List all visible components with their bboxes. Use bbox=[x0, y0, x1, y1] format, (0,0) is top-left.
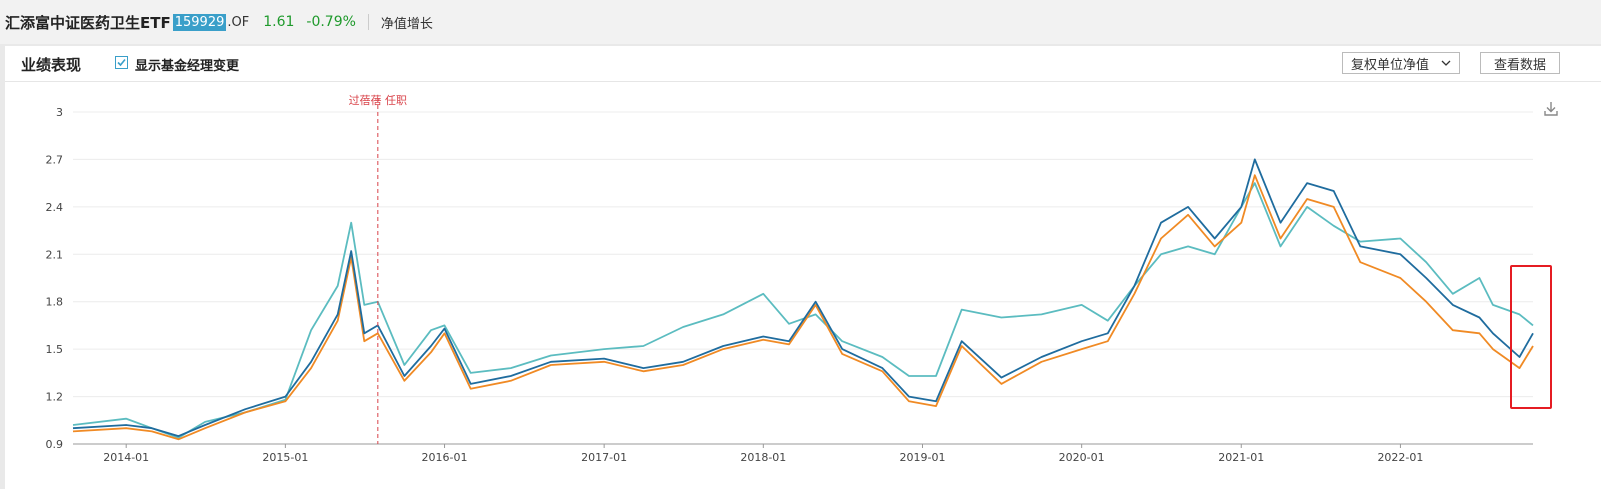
view-data-button[interactable]: 查看数据 bbox=[1480, 52, 1560, 74]
x-tick-label: 2018-01 bbox=[740, 451, 786, 464]
manager-change-checkbox[interactable] bbox=[115, 56, 128, 69]
fund-nav: 1.61 bbox=[263, 14, 295, 30]
manager-change-label: 过蓓蓓 任职 bbox=[349, 94, 408, 107]
chart-series bbox=[72, 158, 1534, 441]
performance-chart: 0.91.21.51.82.12.42.73 2014-01 2015-01 201… bbox=[46, 94, 1534, 464]
series-line-fund bbox=[72, 158, 1534, 438]
fund-code-suffix: .OF bbox=[227, 14, 250, 30]
y-tick-label: 3 bbox=[56, 106, 63, 119]
y-tick-label: 1.8 bbox=[46, 296, 64, 309]
manager-change-marker: 过蓓蓓 任职 bbox=[349, 94, 408, 444]
fund-header: 汇添富中证医药卫生ETF 159929 .OF 1.61 -0.79% 净值增长 bbox=[0, 0, 1601, 44]
manager-change-label[interactable]: 显示基金经理变更 bbox=[135, 59, 240, 74]
y-axis: 0.9 1.2 1.5 1.8 2.1 2.4 2.7 3 bbox=[46, 106, 64, 451]
x-tick-label: 2017-01 bbox=[581, 451, 627, 464]
header-divider bbox=[367, 14, 369, 30]
chart-grid bbox=[73, 111, 1533, 445]
y-tick-label: 1.2 bbox=[46, 391, 64, 404]
x-tick-label: 2015-01 bbox=[262, 451, 308, 464]
panel-title: 业绩表现 bbox=[21, 56, 82, 74]
y-tick-label: 2.4 bbox=[46, 201, 64, 214]
fund-code: 159929 bbox=[172, 13, 227, 31]
nav-type-select[interactable]: 复权单位净值 bbox=[1342, 52, 1460, 74]
series-line-benchmark bbox=[72, 182, 1534, 439]
x-tick-label: 2019-01 bbox=[900, 451, 946, 464]
x-tick-label: 2014-01 bbox=[103, 451, 149, 464]
x-tick-label: 2020-01 bbox=[1059, 451, 1105, 464]
nav-type-value: 复权单位净值 bbox=[1351, 57, 1430, 73]
x-axis: 2014-01 2015-01 2016-01 2017-01 2018-01 2019-… bbox=[103, 444, 1423, 464]
fund-change: -0.79% bbox=[306, 14, 356, 30]
series-line-index bbox=[72, 174, 1534, 441]
x-tick-label: 2021-01 bbox=[1218, 451, 1264, 464]
x-tick-label: 2022-01 bbox=[1377, 451, 1423, 464]
check-icon bbox=[117, 58, 126, 67]
y-tick-label: 1.5 bbox=[46, 343, 64, 356]
performance-panel: 业绩表现 显示基金经理变更 复权单位净值 查看数据 0.9 1.2 1.5 1.8 2.… bbox=[5, 46, 1601, 489]
panel-header: 业绩表现 显示基金经理变更 复权单位净值 查看数据 bbox=[5, 46, 1601, 82]
y-tick-label: 2.7 bbox=[46, 153, 64, 166]
y-tick-label: 2.1 bbox=[46, 248, 64, 261]
y-tick-label: 0.9 bbox=[46, 438, 64, 451]
x-tick-label: 2016-01 bbox=[422, 451, 468, 464]
download-icon[interactable] bbox=[1543, 100, 1559, 118]
highlight-box bbox=[1510, 265, 1552, 409]
fund-name: 汇添富中证医药卫生ETF bbox=[5, 13, 171, 32]
growth-label: 净值增长 bbox=[380, 16, 433, 32]
chevron-down-icon bbox=[1441, 60, 1451, 66]
